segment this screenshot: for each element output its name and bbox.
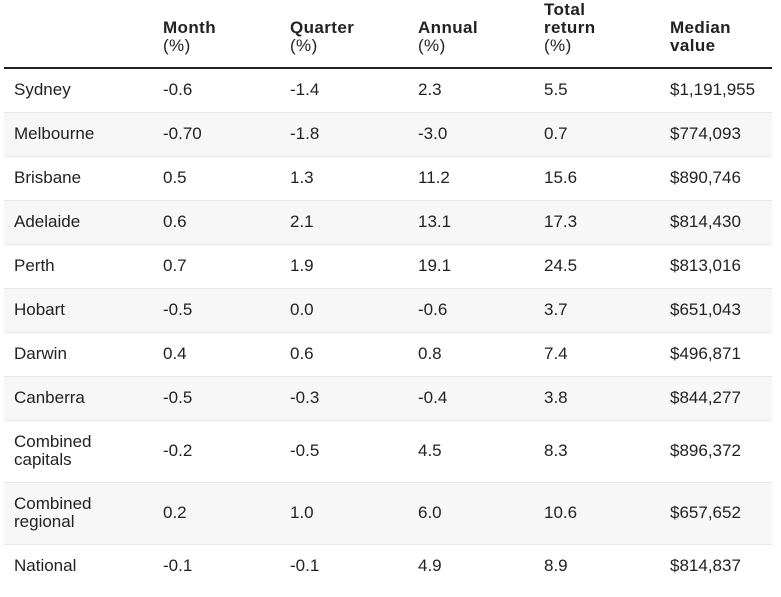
cell-annual: 4.9: [418, 556, 442, 576]
cell-region: Melbourne: [4, 112, 153, 157]
cell-annual: -0.6: [408, 288, 534, 333]
cell-median-value: $814,430: [660, 200, 772, 245]
cell-region: National: [14, 556, 77, 576]
cell-month: 0.6: [153, 200, 280, 245]
cell-annual: -0.4: [408, 376, 534, 421]
cell-total-return: 24.5: [534, 244, 660, 289]
cell-region: Combined capitals: [4, 420, 153, 483]
cell-region: Perth: [4, 244, 153, 289]
cell-month: 0.5: [153, 156, 280, 201]
cell-annual: 19.1: [408, 244, 534, 289]
cell-region: Canberra: [4, 376, 153, 421]
cell-annual: 4.5: [408, 420, 534, 483]
cell-month: -0.1: [163, 556, 193, 576]
cell-quarter: 2.1: [280, 200, 408, 245]
table-row-brisbane: Brisbane 0.5 1.3 11.2 15.6 $890,746: [4, 156, 772, 201]
cell-annual: 11.2: [408, 156, 534, 201]
cell-quarter: -0.1: [290, 556, 320, 576]
table-row-combined-regional: Combined regional 0.2 1.0 6.0 10.6 $657,…: [4, 482, 772, 545]
cell-median-value: $651,043: [660, 288, 772, 333]
cell-quarter: 0.6: [280, 332, 408, 377]
cell-total-return: 8.9: [544, 556, 568, 576]
column-header-quarter: Quarter (%): [280, 0, 408, 69]
table-row-hobart: Hobart -0.5 0.0 -0.6 3.7 $651,043: [4, 288, 772, 333]
column-header-annual: Annual (%): [408, 0, 534, 69]
cell-month: -0.2: [153, 420, 280, 483]
cell-quarter: 1.3: [280, 156, 408, 201]
cell-median-value: $896,372: [660, 420, 772, 483]
cell-median-value: $657,652: [660, 482, 772, 545]
data-table: Month (%) Quarter (%) Annual (%) Total r…: [4, 0, 772, 588]
table-row-combined-capitals: Combined capitals -0.2 -0.5 4.5 8.3 $896…: [4, 420, 772, 483]
table-row-sydney: Sydney -0.6 -1.4 2.3 5.5 $1,191,955: [4, 68, 772, 113]
cell-quarter: 1.0: [280, 482, 408, 545]
cell-total-return: 3.8: [534, 376, 660, 421]
cell-median-value: $844,277: [660, 376, 772, 421]
table-row-perth: Perth 0.7 1.9 19.1 24.5 $813,016: [4, 244, 772, 289]
column-header-median-value: Median value: [660, 0, 772, 69]
cell-region: Brisbane: [4, 156, 153, 201]
cell-total-return: 10.6: [534, 482, 660, 545]
cell-total-return: 5.5: [534, 68, 660, 113]
header-row: Month (%) Quarter (%) Annual (%) Total r…: [4, 0, 772, 69]
column-header-month: Month (%): [153, 0, 280, 69]
cell-total-return: 7.4: [534, 332, 660, 377]
table-row-darwin: Darwin 0.4 0.6 0.8 7.4 $496,871: [4, 332, 772, 377]
cell-month: 0.2: [153, 482, 280, 545]
table-row-national: National -0.1 -0.1 4.9 8.9 $814,837: [4, 544, 772, 588]
cell-total-return: 0.7: [534, 112, 660, 157]
cell-region: Sydney: [4, 68, 153, 113]
cell-median-value: $774,093: [660, 112, 772, 157]
cell-total-return: 15.6: [534, 156, 660, 201]
cell-median-value: $1,191,955: [660, 68, 772, 113]
cell-quarter: 0.0: [280, 288, 408, 333]
cell-quarter: 1.9: [280, 244, 408, 289]
cell-month: -0.5: [153, 288, 280, 333]
cell-month: -0.6: [153, 68, 280, 113]
cell-region: Adelaide: [4, 200, 153, 245]
cell-median-value: $814,837: [670, 556, 741, 576]
table-row-melbourne: Melbourne -0.70 -1.8 -3.0 0.7 $774,093: [4, 112, 772, 157]
table-row-canberra: Canberra -0.5 -0.3 -0.4 3.8 $844,277: [4, 376, 772, 421]
cell-quarter: -0.5: [280, 420, 408, 483]
table-row-adelaide: Adelaide 0.6 2.1 13.1 17.3 $814,430: [4, 200, 772, 245]
cell-quarter: -0.3: [280, 376, 408, 421]
cell-annual: 2.3: [408, 68, 534, 113]
cell-annual: 6.0: [408, 482, 534, 545]
column-header-total-return: Total return (%): [534, 0, 660, 69]
cell-region: Combined regional: [4, 482, 153, 545]
cell-region: Darwin: [4, 332, 153, 377]
cell-annual: -3.0: [408, 112, 534, 157]
cell-month: -0.5: [153, 376, 280, 421]
cell-annual: 0.8: [408, 332, 534, 377]
cell-month: -0.70: [153, 112, 280, 157]
cell-quarter: -1.8: [280, 112, 408, 157]
cell-month: 0.7: [153, 244, 280, 289]
cell-annual: 13.1: [408, 200, 534, 245]
cell-total-return: 17.3: [534, 200, 660, 245]
cell-quarter: -1.4: [280, 68, 408, 113]
cell-total-return: 3.7: [534, 288, 660, 333]
cell-median-value: $813,016: [660, 244, 772, 289]
cell-median-value: $890,746: [660, 156, 772, 201]
cell-median-value: $496,871: [660, 332, 772, 377]
cell-total-return: 8.3: [534, 420, 660, 483]
column-header-region: [4, 0, 153, 69]
cell-month: 0.4: [153, 332, 280, 377]
cell-region: Hobart: [4, 288, 153, 333]
